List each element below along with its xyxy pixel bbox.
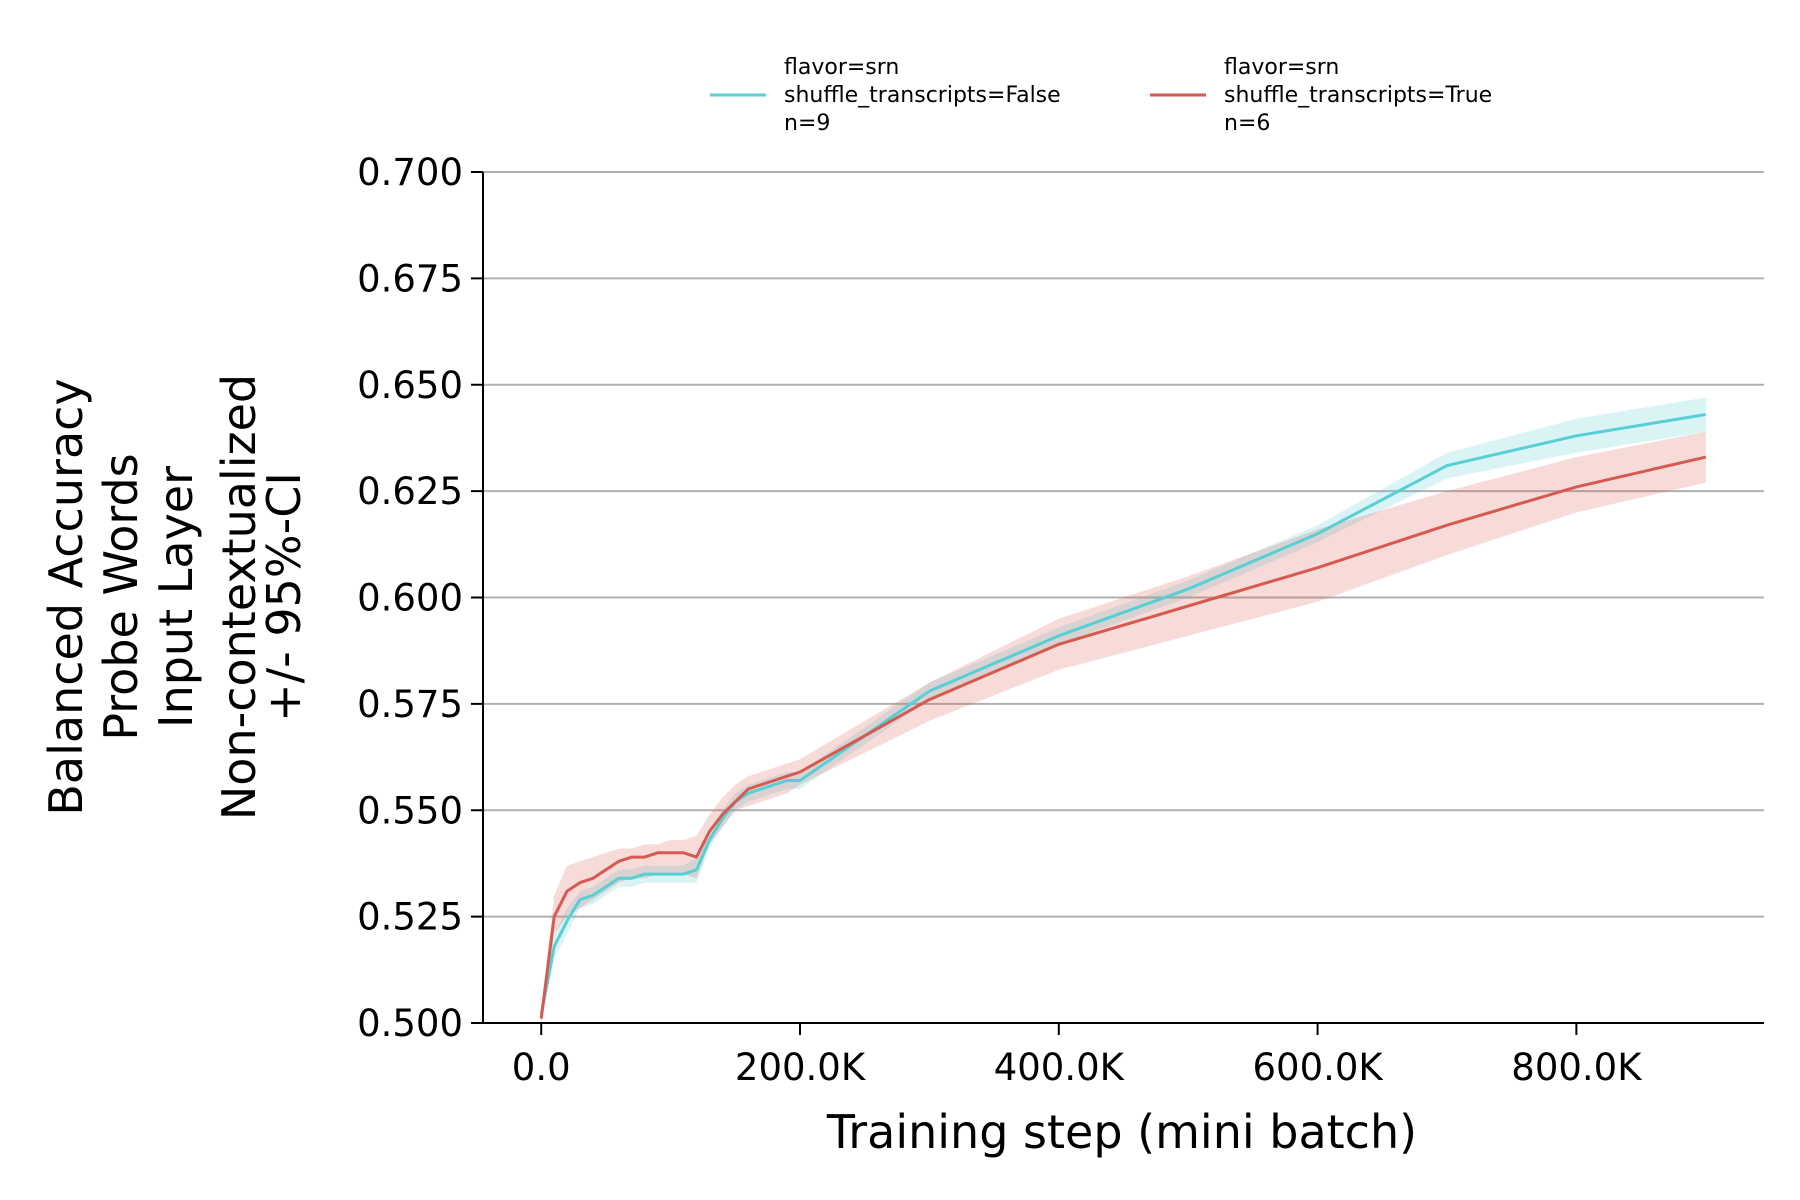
x-tick-label: 800.0K: [1511, 1046, 1643, 1089]
legend-label-line-2: shuffle_transcripts=False: [784, 83, 1061, 108]
legend-label-line-1: flavor=srn: [784, 55, 899, 80]
y-tick-label: 0.625: [357, 470, 463, 513]
x-tick-label: 0.0: [512, 1046, 571, 1089]
gridlines: [483, 171, 1764, 918]
legend-label-line-1: flavor=srn: [1224, 55, 1339, 80]
legend-entry-shuffle-true: flavor=srn shuffle_transcripts=True n=6: [1150, 55, 1492, 136]
x-axis-label: Training step (mini batch): [826, 1105, 1417, 1159]
y-tick-label: 0.525: [357, 896, 463, 939]
legend-label-line-2: shuffle_transcripts=True: [1224, 83, 1492, 108]
y-axis-label: Balanced Accuracy Probe Words Input Laye…: [39, 374, 311, 820]
x-tick-label: 400.0K: [994, 1046, 1126, 1089]
y-axis-label-line-2: Probe Words: [94, 453, 148, 740]
y-ticks: 0.500 0.525 0.550 0.575 0.600 0.625 0.650 0.675…: [357, 151, 483, 1045]
y-axis-label-line-3: Input Layer: [149, 466, 203, 728]
legend-label-line-3: n=6: [1224, 111, 1270, 136]
y-tick-label: 0.575: [357, 683, 463, 726]
series-line-1: [539, 413, 1707, 1015]
x-tick-label: 600.0K: [1252, 1046, 1384, 1089]
series-line-2: [539, 455, 1707, 1019]
legend-entry-shuffle-false: flavor=srn shuffle_transcripts=False n=9: [710, 55, 1061, 136]
y-axis-label-line-5: +/- 95%-CI: [257, 472, 311, 722]
series-lines: [539, 413, 1707, 1019]
y-axis-label-line-4: Non-contextualized: [212, 374, 266, 820]
legend: flavor=srn shuffle_transcripts=False n=9…: [710, 55, 1492, 136]
x-tick-label: 200.0K: [735, 1046, 867, 1089]
y-tick-label: 0.650: [357, 364, 463, 407]
y-tick-label: 0.700: [357, 151, 463, 194]
y-tick-label: 0.550: [357, 789, 463, 832]
x-ticks: 0.0 200.0K 400.0K 600.0K 800.0K: [512, 1023, 1643, 1089]
legend-label-line-3: n=9: [784, 111, 830, 136]
confidence-bands: [541, 397, 1706, 1024]
ci-band-series-2: [541, 431, 1706, 1024]
y-tick-label: 0.600: [357, 577, 463, 620]
y-axis-label-line-1: Balanced Accuracy: [39, 378, 93, 815]
y-tick-label: 0.675: [357, 257, 463, 300]
y-tick-label: 0.500: [357, 1002, 463, 1045]
